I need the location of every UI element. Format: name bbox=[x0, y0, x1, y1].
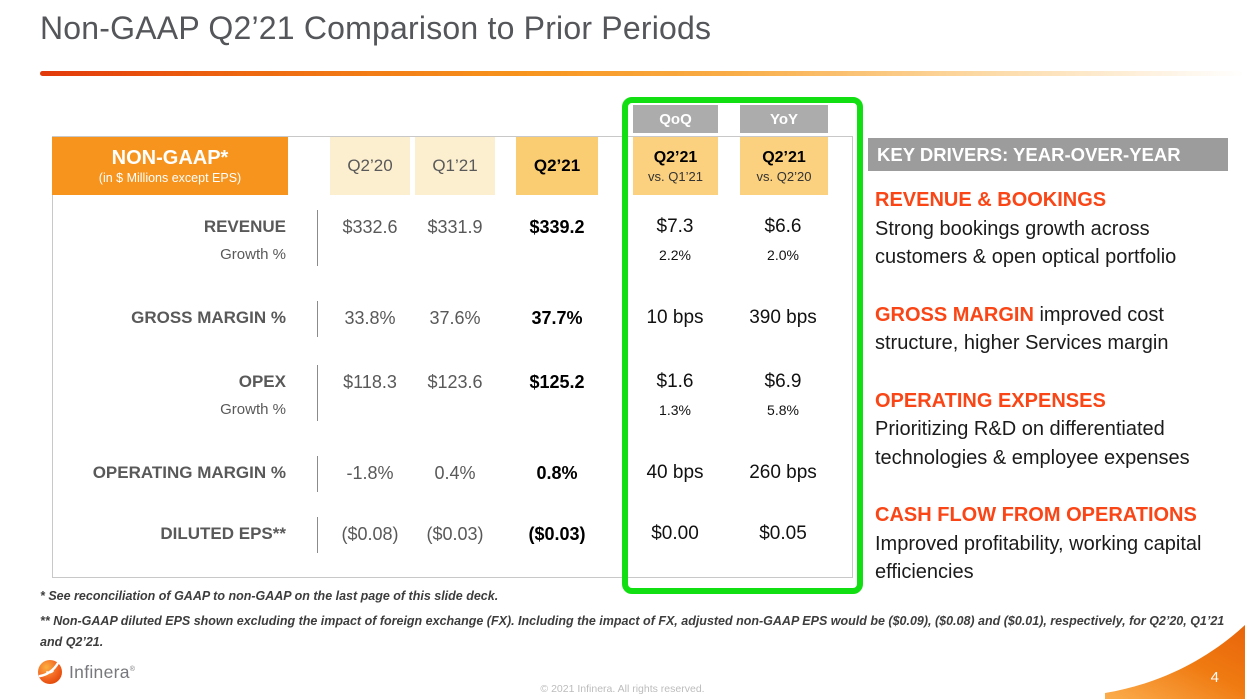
row-divider bbox=[317, 301, 318, 337]
column-header-q2-21: Q2’21 bbox=[516, 137, 598, 195]
table-row: GROSS MARGIN % 33.8% 37.6% 37.7% 10 bps … bbox=[52, 301, 852, 364]
cell-q2-21: 0.8% bbox=[536, 463, 578, 483]
page-title: Non-GAAP Q2’21 Comparison to Prior Perio… bbox=[40, 10, 712, 46]
row-sublabel: Growth % bbox=[220, 401, 286, 418]
key-driver-body: Prioritizing R&D on differentiated techn… bbox=[875, 418, 1190, 469]
key-driver-heading: GROSS MARGIN bbox=[875, 303, 1040, 326]
cell-q2-20: 33.8% bbox=[344, 308, 396, 328]
cell-q1-21: $123.6 bbox=[427, 372, 483, 392]
cell-yoy: $0.05 bbox=[759, 523, 807, 544]
column-header-q1-21: Q1’21 bbox=[415, 137, 495, 195]
qoq-main: Q2’21 bbox=[653, 148, 698, 166]
row-label: DILUTED EPS** bbox=[160, 524, 286, 543]
row-label: OPERATING MARGIN % bbox=[92, 463, 286, 482]
logo-text: Infinera® bbox=[69, 661, 136, 682]
key-driver-body: Strong bookings growth across customers … bbox=[875, 217, 1177, 269]
cell-q2-21: $339.2 bbox=[529, 217, 585, 237]
column-header-yoy: YoY bbox=[740, 105, 828, 133]
key-driver-body: improved cost structure, higher Services… bbox=[875, 303, 1169, 355]
row-divider bbox=[317, 365, 318, 421]
row-label: OPEX bbox=[238, 372, 286, 391]
key-driver-section: GROSS MARGIN improved cost structure, hi… bbox=[875, 301, 1223, 358]
cell-qoq: $1.6 bbox=[656, 371, 694, 392]
title-underline bbox=[40, 71, 1245, 76]
key-driver-section: OPERATING EXPENSES Prioritizing R&D on di… bbox=[875, 387, 1223, 473]
key-driver-heading: CASH FLOW FROM OPERATIONS bbox=[875, 504, 1197, 526]
corner-swoosh bbox=[1105, 625, 1245, 699]
cell-yoy-sub: 2.0% bbox=[767, 247, 799, 263]
column-header-q2-20: Q2’20 bbox=[330, 137, 410, 195]
table-row: REVENUE Growth % $332.6 $331.9 $339.2 $7… bbox=[52, 210, 852, 273]
cell-qoq: 40 bps bbox=[646, 462, 704, 483]
table-row: OPERATING MARGIN % -1.8% 0.4% 0.8% 40 bp… bbox=[52, 456, 852, 519]
cell-qoq-sub: 2.2% bbox=[659, 247, 691, 263]
key-driver-section: CASH FLOW FROM OPERATIONS Improved profit… bbox=[875, 501, 1223, 587]
column-header-qoq: QoQ bbox=[633, 105, 718, 133]
cell-yoy: 390 bps bbox=[749, 307, 817, 328]
cell-qoq: $7.3 bbox=[656, 216, 694, 237]
highlight-box bbox=[622, 97, 863, 594]
key-driver-heading: OPERATING EXPENSES bbox=[875, 389, 1106, 412]
row-divider bbox=[317, 210, 318, 266]
key-driver-section: REVENUE & BOOKINGS Strong bookings growth… bbox=[875, 186, 1223, 272]
cell-q1-21: 37.6% bbox=[429, 308, 481, 328]
infinera-logo: Infinera® bbox=[37, 659, 135, 685]
cell-qoq: 10 bps bbox=[646, 307, 704, 328]
yoy-main: Q2’21 bbox=[762, 148, 806, 166]
cell-q2-21: $125.2 bbox=[529, 372, 585, 392]
row-divider bbox=[317, 517, 318, 553]
footnote-2: ** Non-GAAP diluted EPS shown excluding … bbox=[40, 614, 1225, 649]
cell-q2-20: $332.6 bbox=[342, 217, 398, 237]
row-label: GROSS MARGIN % bbox=[131, 308, 286, 327]
footnote-1: * See reconciliation of GAAP to non-GAAP… bbox=[40, 589, 499, 603]
page-number: 4 bbox=[1210, 669, 1219, 686]
table-row: DILUTED EPS** ($0.08) ($0.03) ($0.03) $0… bbox=[52, 517, 852, 580]
table-border bbox=[52, 136, 853, 578]
qoq-vs: vs. Q1’21 bbox=[648, 168, 703, 184]
cell-q2-21: 37.7% bbox=[531, 308, 583, 328]
infinera-logo-icon bbox=[38, 660, 62, 684]
row-sublabel: Growth % bbox=[220, 246, 286, 263]
table-header-subtitle: (in $ Millions except EPS) bbox=[98, 171, 242, 185]
table-header-nongaap: NON-GAAP* (in $ Millions except EPS) bbox=[52, 137, 288, 195]
cell-q1-21: ($0.03) bbox=[426, 524, 484, 544]
row-divider bbox=[317, 456, 318, 492]
key-driver-heading: REVENUE & BOOKINGS bbox=[875, 189, 1107, 211]
table-row: OPEX Growth % $118.3 $123.6 $125.2 $1.6 … bbox=[52, 365, 852, 428]
row-label: REVENUE bbox=[203, 217, 286, 236]
table-header-title: NON-GAAP* bbox=[111, 147, 229, 169]
cell-yoy: 260 bps bbox=[749, 462, 817, 483]
key-drivers-panel: REVENUE & BOOKINGS Strong bookings growth… bbox=[875, 186, 1223, 616]
cell-qoq-sub: 1.3% bbox=[659, 402, 691, 418]
column-header-yoy-compare: Q2’21 vs. Q2’20 bbox=[740, 137, 828, 195]
cell-q2-20: $118.3 bbox=[343, 372, 397, 392]
cell-yoy: $6.9 bbox=[764, 371, 802, 392]
cell-q2-21: ($0.03) bbox=[528, 524, 586, 544]
cell-qoq: $0.00 bbox=[651, 523, 699, 544]
key-drivers-header: KEY DRIVERS: YEAR-OVER-YEAR bbox=[868, 138, 1228, 171]
cell-yoy: $6.6 bbox=[764, 216, 802, 237]
cell-q1-21: 0.4% bbox=[434, 463, 476, 483]
cell-q2-20: ($0.08) bbox=[341, 524, 399, 544]
copyright-text: © 2021 Infinera. All rights reserved. bbox=[540, 683, 705, 695]
column-header-qoq-compare: Q2’21 vs. Q1’21 bbox=[633, 137, 718, 195]
cell-q1-21: $331.9 bbox=[427, 217, 483, 237]
footnotes: * See reconciliation of GAAP to non-GAAP… bbox=[40, 586, 1227, 657]
cell-q2-20: -1.8% bbox=[346, 463, 394, 483]
yoy-vs: vs. Q2’20 bbox=[756, 168, 812, 184]
key-driver-body: Improved profitability, working capital … bbox=[875, 532, 1202, 584]
cell-yoy-sub: 5.8% bbox=[767, 402, 799, 418]
